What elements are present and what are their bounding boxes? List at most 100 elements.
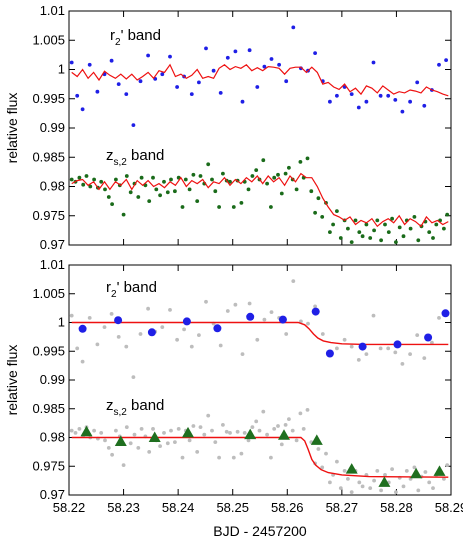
zs2-point: [191, 172, 196, 177]
zs2-unbinned-point: [442, 477, 446, 481]
y-tick-label: 1.005: [32, 286, 65, 301]
r2-point: [116, 82, 121, 86]
zs2-binned-point: [433, 465, 446, 476]
zs2-unbinned-point: [110, 452, 114, 457]
zs2-point: [239, 201, 244, 205]
x-tick-label: 58.29: [435, 500, 463, 515]
zs2-point: [298, 160, 303, 164]
r2-unbinned-point: [378, 346, 383, 351]
zs2-unbinned-point: [169, 428, 173, 433]
zs2-binned-point: [148, 431, 161, 442]
r2-point: [168, 54, 172, 59]
zs2-point: [158, 193, 163, 198]
zs2-unbinned-point: [368, 486, 373, 490]
y-tick-label: 1.01: [40, 257, 65, 272]
panel-top: 1.01 1.005 1 0.995 0.99 0.985 0.98 0.975 0.97 rel…: [4, 3, 452, 252]
zs2-unbinned-point: [427, 480, 432, 485]
zs2-unbinned-point: [383, 473, 387, 477]
zs2-point: [162, 179, 166, 184]
plot-frame: [68, 10, 452, 246]
zs2-unbinned-point: [324, 451, 328, 456]
y-tick-label: 0.99: [40, 372, 65, 387]
r2-unbinned-point: [69, 313, 74, 318]
zs2-point: [217, 205, 222, 209]
y-tick-label: 0.98: [40, 430, 65, 445]
r2-unbinned-point: [247, 301, 252, 306]
zs2-unbinned-point: [279, 442, 284, 447]
zs2-unbinned-point: [114, 428, 118, 433]
zs2-unbinned-point: [423, 470, 428, 474]
zs2-binned-point: [345, 463, 358, 474]
r2-unbinned-point: [116, 335, 121, 339]
r2-unbinned-point: [124, 344, 129, 349]
r2-binned-point: [147, 328, 156, 337]
r2-point: [131, 123, 136, 127]
band-label-main: r: [110, 27, 115, 44]
zs2-point: [434, 222, 439, 227]
r2-point: [313, 51, 317, 55]
zs2-unbinned-point: [187, 438, 192, 443]
zs2-point: [106, 195, 111, 199]
zs2-unbinned-point: [416, 488, 421, 493]
r2-unbinned-point: [175, 337, 180, 342]
zs2-point: [173, 189, 177, 194]
zs2-point: [139, 175, 144, 180]
r2-point: [408, 99, 412, 104]
zs2-unbinned-point: [346, 477, 350, 481]
r2-point: [69, 60, 74, 65]
r2-unbinned-point: [233, 302, 238, 307]
r2-binned-point: [213, 324, 222, 333]
zs2-point: [283, 171, 288, 176]
r2-unbinned-point: [109, 312, 114, 316]
r2-point: [378, 93, 383, 98]
r2-point: [124, 92, 129, 96]
zs2-point: [383, 222, 387, 227]
x-tick-label: 58.26: [271, 500, 304, 515]
zs2-point: [346, 226, 350, 231]
zs2-unbinned-point: [335, 459, 339, 464]
zs2-unbinned-point: [265, 432, 269, 437]
zs2-point: [360, 234, 365, 239]
zs2-unbinned-point: [162, 431, 166, 435]
zs2-unbinned-point: [357, 480, 362, 485]
zs2-unbinned-point: [320, 465, 325, 470]
zs2-point: [250, 174, 255, 178]
band-label-rest: ' band: [117, 279, 157, 296]
zs2-point: [401, 234, 406, 239]
r2-point: [197, 80, 201, 85]
zs2-unbinned-point: [136, 446, 141, 450]
zs2-unbinned-point: [261, 409, 266, 414]
y-tick-label: 0.985: [32, 401, 65, 416]
zs2-point: [103, 187, 107, 192]
r2-unbinned-point: [299, 319, 303, 324]
r2-unbinned-point: [168, 308, 172, 312]
r2-binned-point: [311, 307, 320, 316]
r2-unbinned-point: [204, 299, 208, 304]
zs2-point: [187, 187, 192, 192]
zs2-point: [231, 205, 236, 209]
zs2-point: [416, 238, 421, 243]
zs2-point: [427, 230, 432, 235]
r2-point: [95, 89, 100, 94]
zs2-unbinned-point: [250, 425, 255, 429]
zs2-point: [294, 187, 299, 192]
r2-unbinned-point: [255, 337, 260, 342]
zs2-unbinned-point: [124, 425, 129, 429]
r2-point: [269, 57, 274, 61]
r2-unbinned-point: [146, 306, 151, 311]
zs2-point: [338, 236, 343, 240]
zs2-unbinned-point: [445, 463, 450, 467]
y-tick-label: 0.97: [40, 237, 65, 252]
band-label-main: z: [106, 147, 114, 164]
r2-unbinned-point: [415, 333, 420, 337]
zs2-point: [77, 175, 82, 180]
r2-unbinned-point: [313, 304, 317, 309]
zs2-unbinned-point: [165, 441, 170, 446]
x-tick-label: 58.27: [326, 500, 359, 515]
zs2-point: [272, 175, 277, 180]
r2-unbinned-point: [87, 316, 92, 320]
panel-bottom: 1.011.00510.9950.990.9850.980.9750.9758.…: [4, 257, 463, 539]
r2-point: [277, 62, 281, 67]
zs2-unbinned-point: [191, 424, 196, 428]
r2-binned-point: [441, 309, 450, 318]
